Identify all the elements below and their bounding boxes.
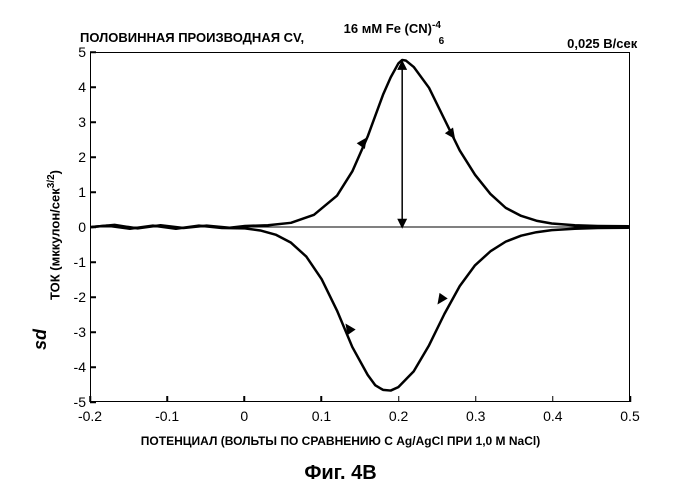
x-tick-label: -0.2 xyxy=(78,408,102,424)
header-middle: 16 мМ Fe (CN)-46 xyxy=(344,20,514,55)
x-tick-label: 0.4 xyxy=(543,408,562,424)
plot-area xyxy=(90,52,630,402)
y-tick-mark xyxy=(90,331,96,333)
y-tick-label: -2 xyxy=(58,289,86,305)
x-tick-mark xyxy=(629,396,631,402)
x-axis-label: ПОТЕНЦИАЛ (ВОЛЬТЫ ПО СРАВНЕНИЮ С Ag/AgCl… xyxy=(0,434,681,448)
y-tick-label: 3 xyxy=(58,114,86,130)
y-tick-mark xyxy=(90,156,96,158)
figure-caption: Фиг. 4B xyxy=(0,462,681,485)
header-right: 0,025 В/сек xyxy=(517,36,637,51)
x-tick-mark xyxy=(475,396,477,402)
x-tick-mark xyxy=(321,396,323,402)
y-tick-mark xyxy=(90,121,96,123)
x-tick-mark xyxy=(552,396,554,402)
y-tick-mark xyxy=(90,261,96,263)
x-tick-label: 0.2 xyxy=(389,408,408,424)
x-tick-label: 0.5 xyxy=(620,408,639,424)
y-tick-mark xyxy=(90,191,96,193)
y-tick-mark xyxy=(90,296,96,298)
x-tick-mark xyxy=(244,396,246,402)
y-tick-mark xyxy=(90,51,96,53)
y-tick-mark xyxy=(90,86,96,88)
chart-header: ПОЛОВИННАЯ ПРОИЗВОДНАЯ CV, 16 мМ Fe (CN)… xyxy=(80,14,641,49)
sd-label: sd xyxy=(30,329,51,350)
y-tick-label: 2 xyxy=(58,149,86,165)
y-tick-mark xyxy=(90,366,96,368)
x-tick-mark xyxy=(398,396,400,402)
x-tick-label: 0.1 xyxy=(312,408,331,424)
header-left: ПОЛОВИННАЯ ПРОИЗВОДНАЯ CV, xyxy=(80,30,340,45)
plot-svg xyxy=(91,53,629,401)
y-tick-mark xyxy=(90,226,96,228)
x-tick-mark xyxy=(166,396,168,402)
y-tick-label: 0 xyxy=(58,219,86,235)
y-tick-label: -4 xyxy=(58,359,86,375)
x-tick-label: -0.1 xyxy=(155,408,179,424)
x-tick-mark xyxy=(89,396,91,402)
y-tick-label: 5 xyxy=(58,44,86,60)
y-tick-label: -3 xyxy=(58,324,86,340)
x-tick-label: 0.3 xyxy=(466,408,485,424)
y-tick-mark xyxy=(90,401,96,403)
y-tick-label: 4 xyxy=(58,79,86,95)
y-tick-label: 1 xyxy=(58,184,86,200)
y-tick-label: -1 xyxy=(58,254,86,270)
x-tick-label: 0 xyxy=(240,408,248,424)
